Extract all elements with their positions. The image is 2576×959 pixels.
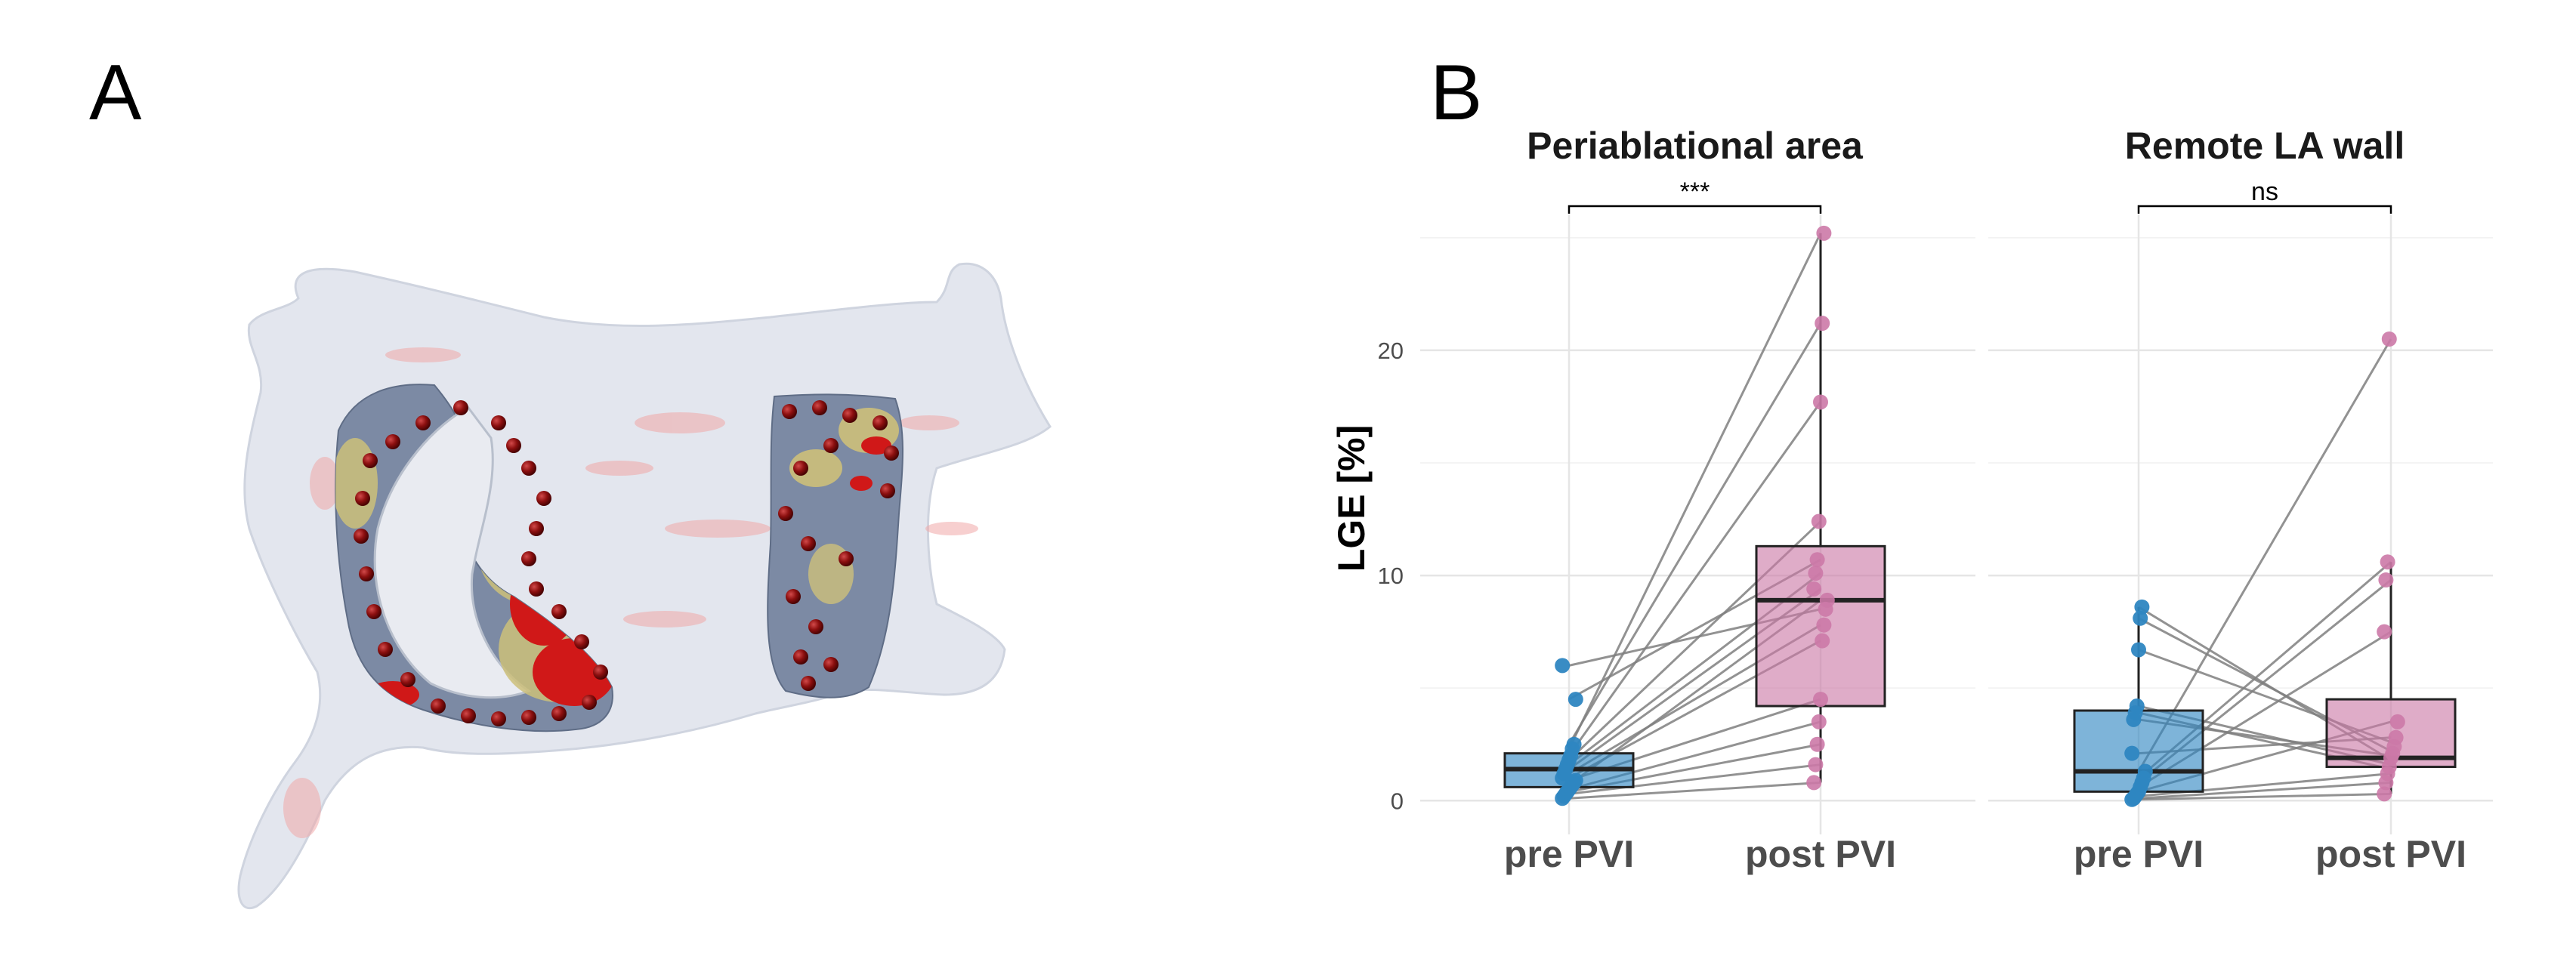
data-point (1815, 316, 1830, 331)
data-point (1568, 692, 1583, 708)
data-point (1808, 757, 1824, 772)
paired-line (1568, 233, 1822, 750)
paired-line (2138, 781, 2392, 800)
data-point (2380, 554, 2395, 570)
significance-bracket (2137, 205, 2392, 214)
data-point (2381, 331, 2397, 347)
significance-label: ns (2251, 177, 2278, 206)
left-pv-opening (373, 406, 532, 699)
data-point (2388, 729, 2404, 745)
paired-line (1568, 401, 1822, 757)
data-point (1813, 394, 1828, 410)
data-point (1816, 225, 1832, 241)
data-point (2134, 599, 2150, 615)
y-tick-label: 0 (1391, 788, 1404, 814)
y-tick-label: 10 (1378, 563, 1404, 589)
data-point (2389, 714, 2405, 729)
data-point (2133, 610, 2148, 626)
x-tick-label: pre PVI (2074, 833, 2204, 875)
data-point (2137, 763, 2153, 779)
shell-lge-texture (283, 347, 978, 838)
data-point (2377, 786, 2392, 802)
data-point (1555, 658, 1571, 674)
data-point (1566, 736, 1582, 752)
paired-line (1568, 763, 1821, 795)
data-point (1815, 633, 1830, 649)
data-point (1811, 714, 1827, 729)
data-point (1811, 513, 1827, 529)
data-point (1568, 772, 1583, 788)
x-tick-label: post PVI (2315, 833, 2466, 875)
data-point (1806, 775, 1822, 791)
facet-title: Remote LA wall (2125, 125, 2405, 167)
data-point (2129, 698, 2145, 714)
data-point (1813, 692, 1828, 708)
data-point (1808, 566, 1824, 581)
data-point (1806, 581, 1822, 597)
data-point (2124, 745, 2140, 761)
data-point (1809, 552, 1825, 568)
data-point (1819, 592, 1835, 608)
y-axis-label: LGE [%] (1330, 425, 1373, 572)
facet-remote-la-wall: pre PVI post PVI Remote LA wall ns (1988, 125, 2493, 875)
significance-label: *** (1680, 177, 1710, 206)
paired-line (2138, 792, 2392, 801)
paired-line (1568, 322, 1822, 745)
data-point (1809, 736, 1825, 752)
facet-periablational-area: 0 10 20 pre PVI post PVI Periablational area *… (1378, 125, 1975, 875)
data-point (2377, 624, 2392, 640)
ablation-points (354, 400, 899, 726)
data-point (2131, 642, 2146, 658)
panel-b-label: B (1430, 49, 1482, 137)
panel-a-label: A (89, 49, 142, 137)
facet-title: Periablational area (1527, 125, 1864, 167)
y-tick-label: 20 (1378, 338, 1404, 364)
x-tick-label: post PVI (1745, 833, 1896, 875)
paired-line (2137, 338, 2392, 772)
significance-bracket (1568, 205, 1822, 214)
paired-line (1568, 781, 1821, 800)
data-point (2378, 572, 2394, 588)
data-point (1816, 617, 1832, 633)
x-tick-label: pre PVI (1504, 833, 1634, 875)
la-mesh-render (237, 262, 1052, 909)
